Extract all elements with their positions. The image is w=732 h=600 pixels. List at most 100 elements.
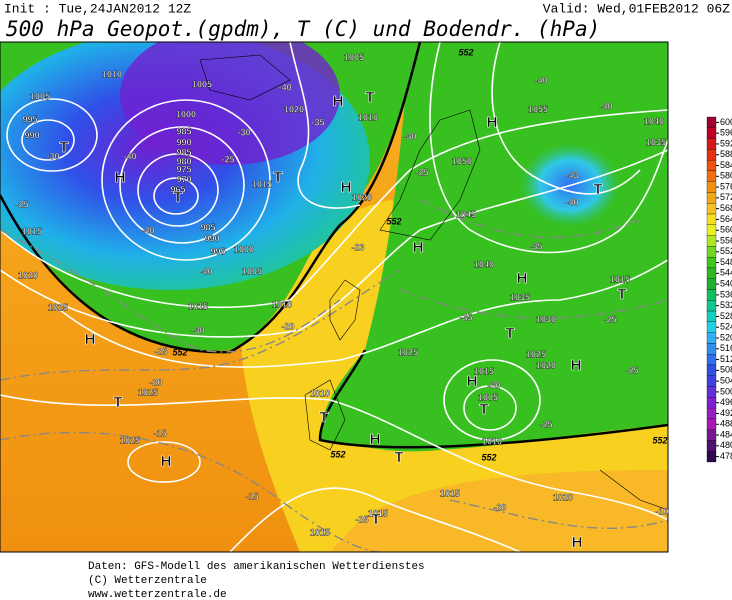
pressure-label: 1035 bbox=[510, 292, 530, 302]
footer-data: Daten: GFS-Modell des amerikanischen Wet… bbox=[88, 561, 425, 573]
pressure-center: H bbox=[341, 179, 352, 196]
contour-label: 552 bbox=[652, 435, 667, 445]
temperature-label: -43 bbox=[565, 170, 578, 180]
colorbar-label: 528 bbox=[720, 311, 732, 321]
temperature-label: -23 bbox=[351, 242, 364, 252]
pressure-label: 1025 bbox=[526, 349, 546, 359]
temperature-label: -20 bbox=[493, 502, 506, 512]
map-area bbox=[0, 42, 668, 552]
colorbar-cell bbox=[706, 418, 717, 430]
temperature-label: -40 bbox=[278, 82, 291, 92]
colorbar-cell bbox=[706, 451, 717, 463]
colorbar-cell bbox=[706, 364, 717, 376]
pressure-center: T bbox=[273, 169, 282, 186]
pressure-label: 1005 bbox=[192, 79, 212, 89]
footer-url: www.wetterzentrale.de bbox=[88, 589, 227, 600]
temperature-label: -40 bbox=[141, 225, 154, 235]
pressure-label: 965 bbox=[170, 184, 185, 194]
temperature-label: -25 bbox=[539, 419, 552, 429]
temperature-label: -30 bbox=[191, 325, 204, 335]
colorbar: 6005965925885845805765725685645605565525… bbox=[706, 116, 732, 463]
temperature-label: -30 bbox=[403, 131, 416, 141]
pressure-label: 1045 bbox=[456, 209, 476, 219]
pressure-label: 995 bbox=[22, 114, 37, 124]
pressure-label: 1010 bbox=[482, 436, 502, 446]
contour-label: 552 bbox=[172, 347, 187, 357]
colorbar-cell bbox=[706, 321, 717, 333]
init-text: Init : Tue,24JAN2012 12Z bbox=[4, 1, 191, 16]
temperature-label: -30 bbox=[487, 380, 500, 390]
pressure-center: H bbox=[333, 93, 344, 110]
pressure-center: T bbox=[365, 89, 374, 106]
map-labels: 1010100599599010051000985990985980975970… bbox=[15, 47, 668, 551]
colorbar-cell bbox=[706, 332, 717, 344]
colorbar-cell bbox=[706, 116, 717, 128]
colorbar-cell bbox=[706, 267, 717, 279]
pressure-label: 1020 bbox=[536, 360, 556, 370]
colorbar-label: 544 bbox=[720, 268, 732, 278]
contour-552 bbox=[0, 42, 668, 449]
contour-label: 552 bbox=[458, 47, 473, 57]
temperature-label: -35 bbox=[311, 117, 324, 127]
colorbar-label: 492 bbox=[720, 408, 732, 418]
temperature-label: -25 bbox=[355, 514, 368, 524]
pressure-label: 1025 bbox=[48, 302, 68, 312]
pressure-label: 985 bbox=[176, 126, 191, 136]
pressure-label: 1030 bbox=[536, 314, 556, 324]
temperature-label: -40 bbox=[534, 75, 547, 85]
pressure-center: H bbox=[115, 169, 126, 186]
colorbar-cell bbox=[706, 354, 717, 366]
pressure-center: T bbox=[617, 286, 626, 303]
pressure-label: 1055 bbox=[528, 104, 548, 114]
colorbar-label: 504 bbox=[720, 376, 732, 386]
pressure-label: 1050 bbox=[452, 156, 472, 166]
colorbar-cell bbox=[706, 289, 717, 301]
colorbar-cell bbox=[706, 300, 717, 312]
colorbar-label: 532 bbox=[720, 300, 732, 310]
pressure-label: 1010 bbox=[358, 112, 378, 122]
temperature-label: -25 bbox=[221, 154, 234, 164]
colorbar-cell bbox=[706, 181, 717, 193]
colorbar-label: 540 bbox=[720, 278, 732, 288]
pressure-label: 1015 bbox=[22, 226, 42, 236]
pressure-center: H bbox=[467, 373, 478, 390]
pressure-center: H bbox=[85, 331, 96, 348]
colorbar-cell bbox=[706, 343, 717, 355]
pressure-label: 995 bbox=[210, 246, 225, 256]
colorbar-cell bbox=[706, 310, 717, 322]
temperature-label: -25 bbox=[154, 346, 167, 356]
colorbar-label: 572 bbox=[720, 192, 732, 202]
valid-text: Valid: Wed,01FEB2012 06Z bbox=[543, 1, 730, 16]
colorbar-label: 584 bbox=[720, 160, 732, 170]
temperature-label: -15 bbox=[245, 491, 258, 501]
temperature-label: -30 bbox=[237, 127, 250, 137]
pressure-center: T bbox=[59, 139, 68, 156]
pressure-label: 1020 bbox=[352, 192, 372, 202]
colorbar-cell bbox=[706, 407, 717, 420]
pressure-label: 1020 bbox=[284, 104, 304, 114]
pressure-center: T bbox=[371, 511, 380, 528]
colorbar-cell bbox=[706, 192, 717, 204]
colorbar-label: 500 bbox=[720, 386, 732, 396]
pressure-label: 1005 bbox=[344, 52, 364, 62]
colorbar-label: 556 bbox=[720, 235, 732, 245]
temperature-label: -25 bbox=[15, 199, 28, 209]
pressure-center: H bbox=[517, 270, 528, 287]
pressure-center: H bbox=[487, 114, 498, 131]
pressure-label: 1025 bbox=[138, 387, 158, 397]
temperature-label: -40 bbox=[199, 266, 212, 276]
pressure-label: 1015 bbox=[440, 488, 460, 498]
pressure-label: 1025 bbox=[398, 347, 418, 357]
temperature-label: -20 bbox=[149, 377, 162, 387]
pressure-label: 1005 bbox=[242, 266, 262, 276]
colorbar-cell bbox=[706, 440, 717, 452]
temperature-label: -25 bbox=[603, 314, 616, 324]
colorbar-cell bbox=[706, 138, 717, 150]
pressure-label: 980 bbox=[176, 156, 191, 166]
colorbar-cell bbox=[706, 159, 717, 172]
pressure-label: 1015 bbox=[252, 179, 272, 189]
pressure-center: H bbox=[572, 534, 583, 551]
map-title: 500 hPa Geopot.(gpdm), T (C) und Bodendr… bbox=[6, 17, 600, 41]
pressure-center: H bbox=[370, 431, 381, 448]
pressure-label: 990 bbox=[176, 137, 191, 147]
